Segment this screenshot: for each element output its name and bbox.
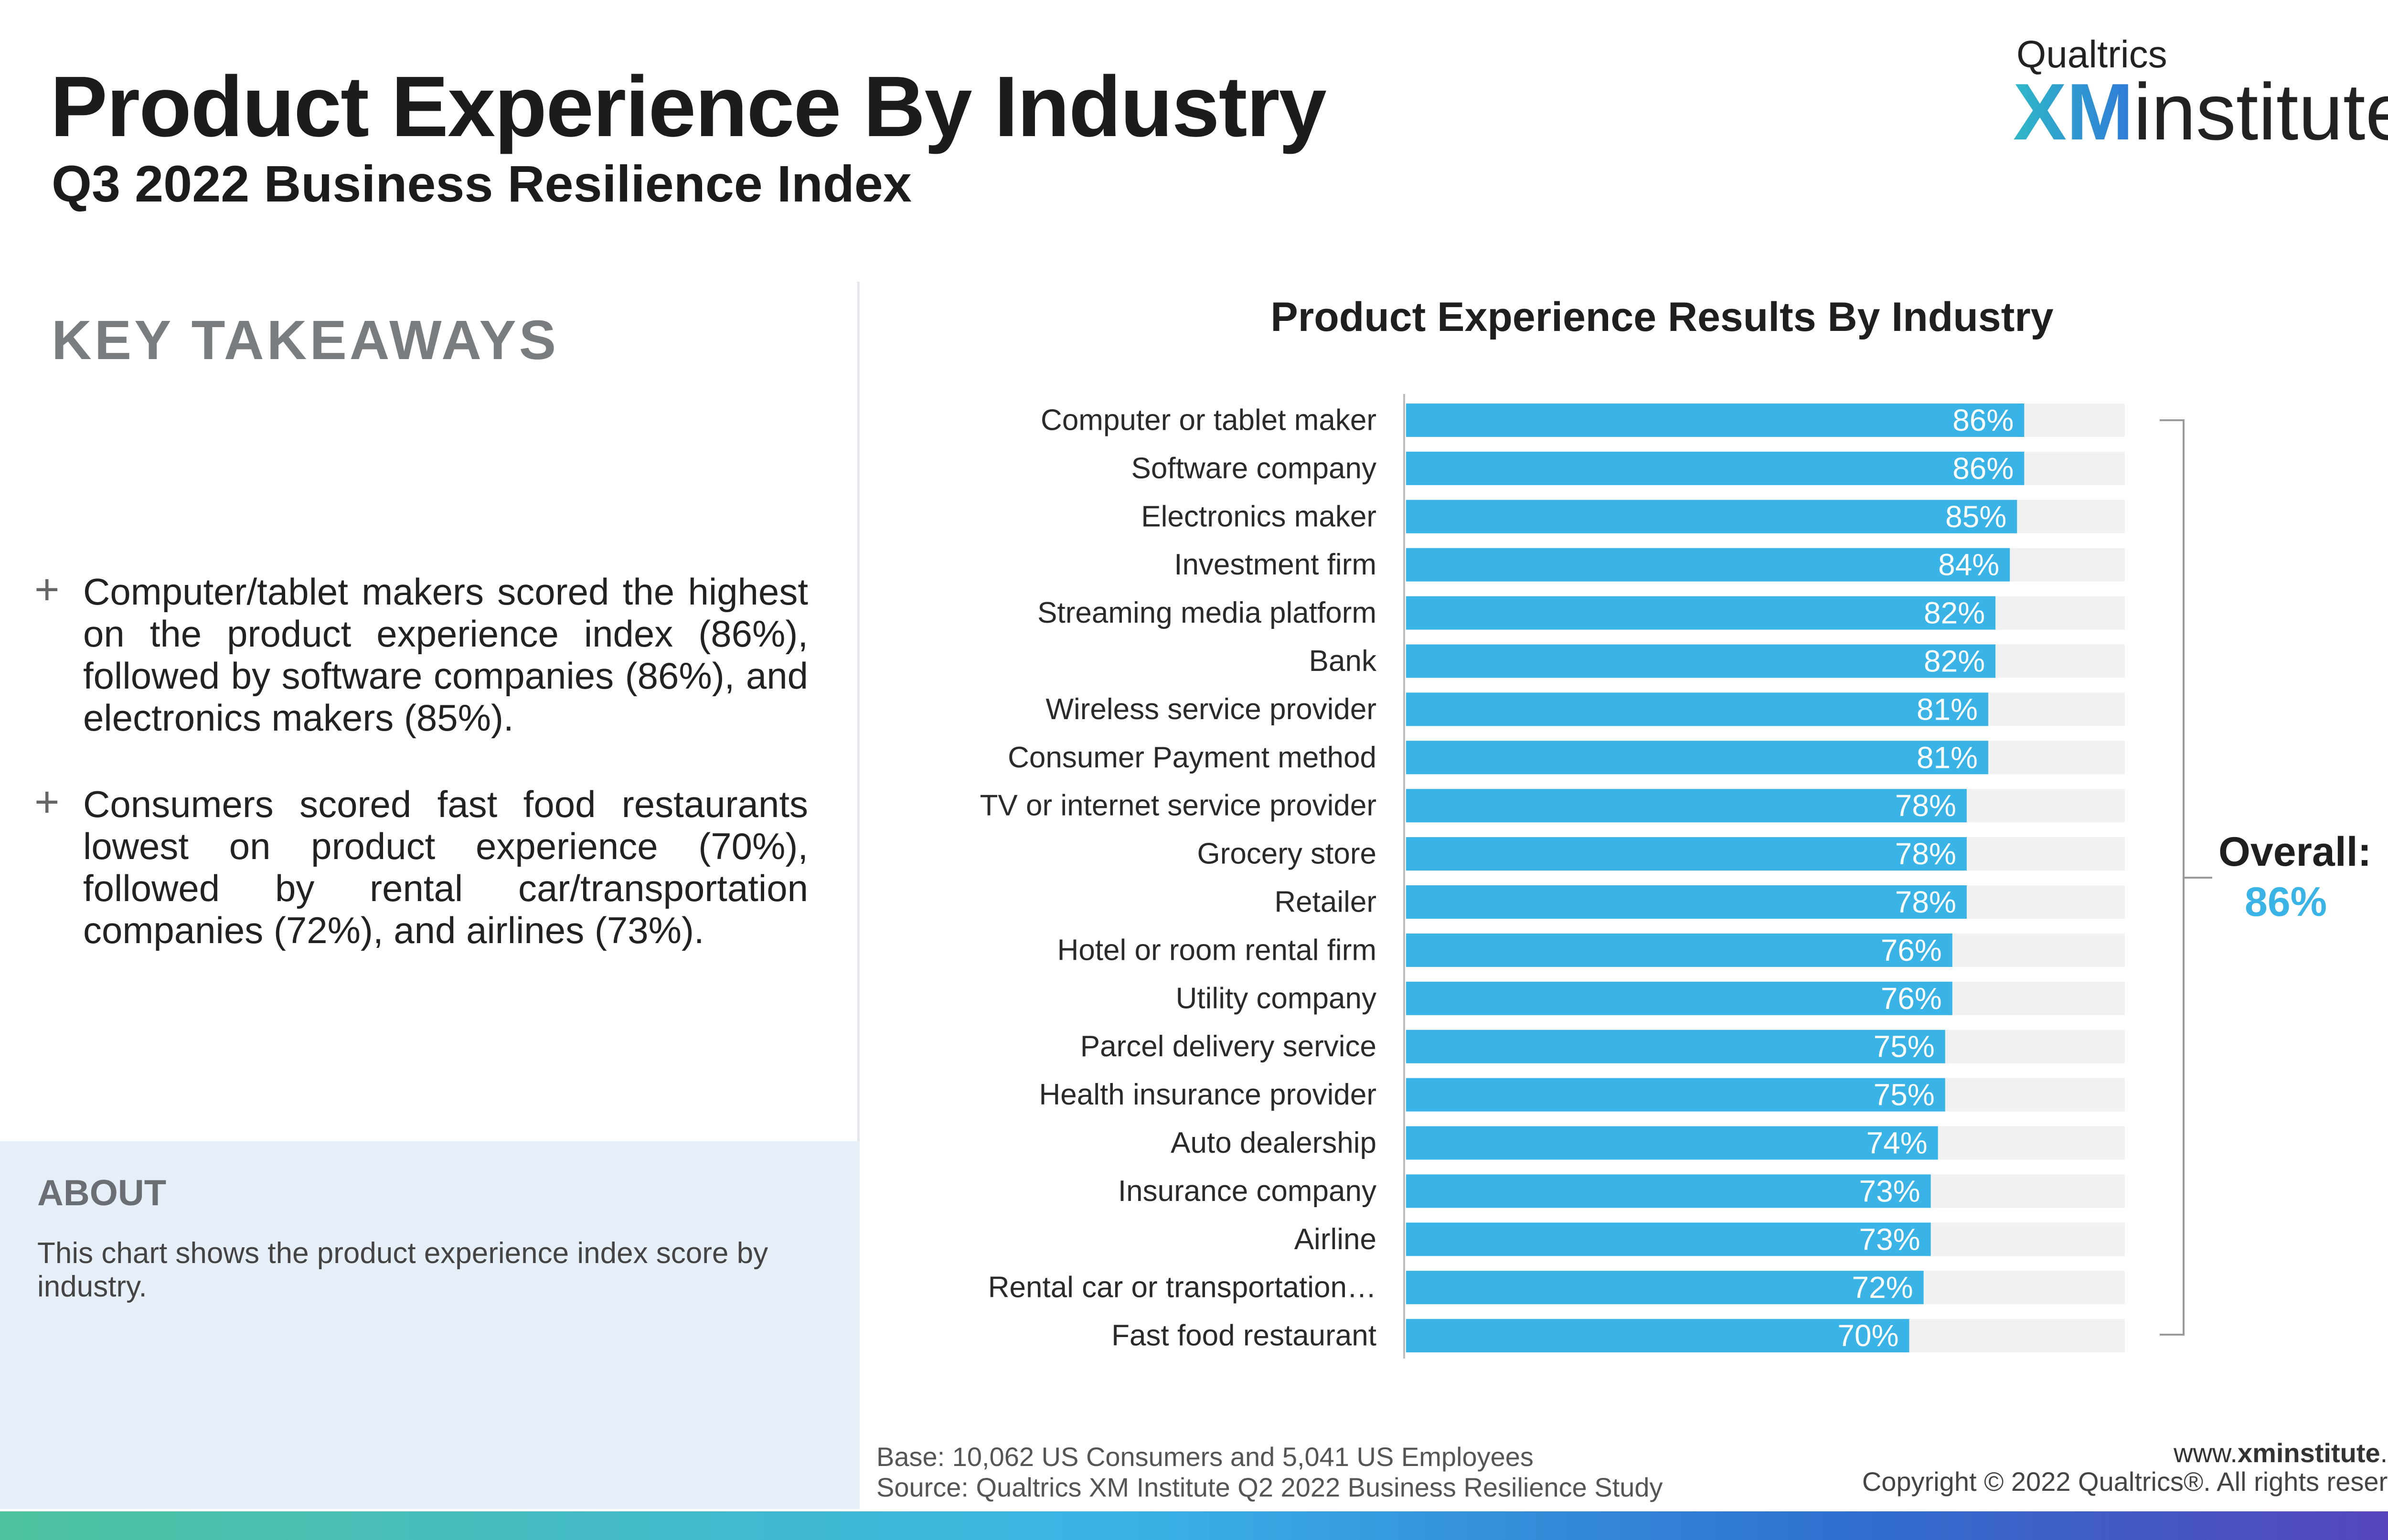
bar-value-label: 72% xyxy=(1852,1270,1913,1305)
takeaway-text: Consumers scored fast food restaurants l… xyxy=(83,783,808,951)
category-label: Streaming media platform xyxy=(1037,596,1376,629)
bar-value-label: 81% xyxy=(1917,692,1978,726)
category-label: TV or internet service provider xyxy=(980,789,1376,822)
bar-value-label: 76% xyxy=(1881,981,1942,1016)
bar-value-label: 70% xyxy=(1837,1318,1898,1353)
bar xyxy=(1406,837,1967,871)
bar-value-label: 73% xyxy=(1859,1174,1920,1208)
category-label: Rental car or transportation… xyxy=(988,1271,1376,1304)
bar-value-label: 81% xyxy=(1917,740,1978,775)
bar xyxy=(1406,885,1967,919)
logo-qualtrics-text: Qualtrics xyxy=(2016,33,2167,75)
category-label: Consumer Payment method xyxy=(1008,741,1376,774)
takeaway-item: + Computer/tablet makers scored the high… xyxy=(34,566,808,739)
chart-title: Product Experience Results By Industry xyxy=(1270,294,2054,340)
takeaway-text: Computer/tablet makers scored the highes… xyxy=(83,571,808,739)
bar xyxy=(1406,741,1989,775)
overall-label: Overall: xyxy=(2218,829,2372,875)
category-label: Parcel delivery service xyxy=(1080,1030,1376,1063)
bar xyxy=(1406,451,2025,485)
page-title: Product Experience By Industry xyxy=(50,59,1327,155)
about-heading: ABOUT xyxy=(37,1173,167,1213)
bar xyxy=(1406,1319,1909,1353)
bar xyxy=(1406,596,1996,630)
bar-value-label: 82% xyxy=(1924,596,1985,630)
category-label: Hotel or room rental firm xyxy=(1057,934,1376,966)
bar-value-label: 74% xyxy=(1866,1126,1928,1160)
takeaway-item: + Consumers scored fast food restaurants… xyxy=(34,778,808,951)
logo-xm-text: XM xyxy=(2013,67,2133,157)
bar xyxy=(1406,692,1989,726)
website-domain: xminstitute xyxy=(2237,1438,2380,1468)
category-label: Computer or tablet maker xyxy=(1041,404,1376,437)
bar xyxy=(1406,548,2010,582)
category-label: Wireless service provider xyxy=(1045,693,1376,726)
category-label: Grocery store xyxy=(1197,838,1376,871)
plus-icon: + xyxy=(34,778,60,826)
category-label: Software company xyxy=(1131,452,1376,485)
footer-source: Source: Qualtrics XM Institute Q2 2022 B… xyxy=(876,1472,1663,1502)
bar-value-label: 86% xyxy=(1952,451,2014,486)
bar xyxy=(1406,933,1952,967)
bar-value-label: 78% xyxy=(1895,885,1956,919)
website-suffix: .com xyxy=(2380,1438,2388,1468)
category-label: Airline xyxy=(1294,1223,1376,1256)
category-label: Fast food restaurant xyxy=(1111,1319,1376,1352)
bar xyxy=(1406,1271,1924,1305)
bar-value-label: 73% xyxy=(1859,1222,1920,1256)
bar-value-label: 75% xyxy=(1874,1030,1935,1064)
website-prefix: www. xyxy=(2174,1438,2238,1468)
about-text: This chart shows the product experience … xyxy=(37,1237,768,1303)
bar-value-label: 82% xyxy=(1924,644,1985,679)
category-label: Electronics maker xyxy=(1141,500,1376,533)
bar xyxy=(1406,1078,1945,1112)
page-subtitle: Q3 2022 Business Resilience Index xyxy=(52,155,912,212)
footer-base: Base: 10,062 US Consumers and 5,041 US E… xyxy=(876,1442,1534,1472)
category-label: Health insurance provider xyxy=(1039,1078,1377,1111)
key-takeaways-heading: KEY TAKEAWAYS xyxy=(52,309,559,371)
category-label: Investment firm xyxy=(1174,548,1376,581)
bar xyxy=(1406,1174,1931,1208)
category-label: Bank xyxy=(1309,645,1377,678)
about-panel xyxy=(0,1141,860,1509)
overall-bracket xyxy=(2160,419,2212,1336)
category-label: Utility company xyxy=(1176,982,1376,1015)
bar xyxy=(1406,404,2025,437)
logo-institute-text: institute xyxy=(2133,67,2388,157)
bar xyxy=(1406,1030,1945,1063)
bottom-gradient-bar xyxy=(0,1511,2388,1540)
bar xyxy=(1406,981,1952,1015)
chart-rows: 86% Computer or tablet maker 86% Software c… xyxy=(980,403,2125,1353)
bar-value-label: 78% xyxy=(1895,837,1956,871)
footer-website: www.xminstitute.com xyxy=(2174,1437,2388,1468)
bar-value-label: 76% xyxy=(1881,933,1942,967)
bar xyxy=(1406,1126,1938,1160)
column-divider xyxy=(857,282,860,1141)
bar xyxy=(1406,644,1996,678)
footer-copyright: Copyright © 2022 Qualtrics®. All rights … xyxy=(1862,1466,2388,1497)
bar xyxy=(1406,789,1967,823)
category-label: Auto dealership xyxy=(1171,1126,1376,1159)
bar-value-label: 75% xyxy=(1874,1078,1935,1112)
bar-value-label: 86% xyxy=(1952,403,2014,437)
overall-value: 86% xyxy=(2245,879,2327,925)
bar-value-label: 78% xyxy=(1895,788,1956,823)
bar-value-label: 84% xyxy=(1938,548,1999,582)
bar xyxy=(1406,499,2017,533)
bar xyxy=(1406,1222,1931,1256)
bar-value-label: 85% xyxy=(1945,499,2006,534)
xm-institute-logo: XMinstituteTM xyxy=(2013,72,2388,152)
category-label: Retailer xyxy=(1274,886,1376,919)
category-label: Insurance company xyxy=(1118,1175,1376,1208)
plus-icon: + xyxy=(34,566,60,614)
